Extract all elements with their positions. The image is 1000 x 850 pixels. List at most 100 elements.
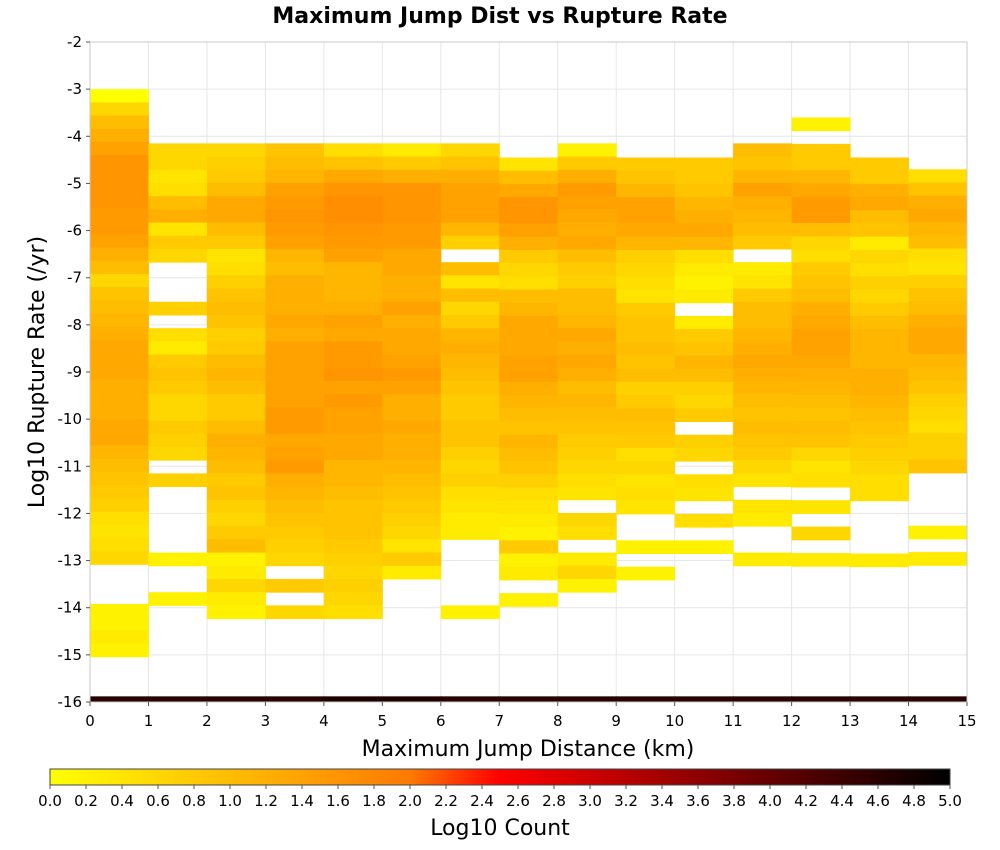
heatmap-cell (791, 381, 851, 396)
heatmap-cell (557, 565, 617, 580)
heatmap-cell (265, 512, 325, 527)
heatmap-cell (908, 261, 968, 276)
colorbar-tick-label: 4.2 (794, 792, 818, 810)
heatmap-cell (674, 329, 734, 343)
heatmap-cell (616, 368, 676, 383)
heatmap-cell (908, 288, 968, 302)
heatmap-cell (90, 141, 149, 156)
heatmap-cell (265, 143, 325, 158)
heatmap-cell (323, 394, 383, 408)
heatmap-cell (90, 115, 149, 130)
heatmap-cell (90, 128, 149, 143)
heatmap-cell (148, 394, 208, 408)
colorbar-tick-label: 5.0 (938, 792, 962, 810)
heatmap-cell (557, 446, 617, 461)
heatmap-cell (265, 262, 325, 276)
heatmap-cell (850, 170, 910, 185)
heatmap-cell (733, 354, 793, 369)
heatmap-cell (908, 525, 968, 540)
heatmap-cell (499, 487, 559, 502)
colorbar-tick-label: 4.8 (902, 792, 926, 810)
heatmap-cell (148, 222, 208, 237)
heatmap-cell (908, 248, 968, 263)
heatmap-cell (908, 552, 968, 566)
heatmap-cell (499, 553, 559, 568)
heatmap-cell (499, 157, 559, 172)
heatmap-cell (90, 181, 149, 196)
heatmap-cell (440, 420, 500, 435)
heatmap-cell (674, 487, 734, 502)
heatmap-cell (440, 143, 500, 158)
heatmap-cell (850, 223, 910, 238)
heatmap-cell (499, 513, 559, 528)
heatmap-cell (733, 288, 793, 303)
heatmap-cell (557, 394, 617, 408)
x-tick-label: 15 (957, 712, 976, 730)
heatmap-cell (206, 288, 266, 303)
heatmap-cell (499, 223, 559, 238)
heatmap-cell (557, 473, 617, 488)
heatmap-cell (382, 565, 442, 580)
colorbar-ticks: 0.0 0.2 0.4 0.6 0.8 1.0 1.2 1.4 1.6 1.8 2.0 2.2 2.4 2… (38, 785, 962, 810)
heatmap-cell (323, 209, 383, 224)
heatmap-cell (499, 434, 559, 449)
heatmap-cell (791, 223, 851, 237)
heatmap-cell (265, 341, 325, 356)
heatmap-cell (557, 288, 617, 303)
heatmap-cell (148, 328, 208, 342)
heatmap-cell (265, 486, 325, 501)
colorbar-tick-label: 1.4 (290, 792, 314, 810)
heatmap-cell (440, 222, 500, 237)
heatmap-cell (265, 275, 325, 290)
heatmap-cell (791, 328, 851, 343)
heatmap-cell (265, 473, 325, 488)
heatmap-cell (908, 393, 968, 408)
heatmap-cell (791, 157, 851, 171)
heatmap-cell (323, 486, 383, 501)
x-tick-label: 12 (782, 712, 801, 730)
heatmap-cell (265, 433, 325, 448)
heatmap-cell (850, 355, 910, 370)
heatmap-cell (206, 169, 266, 184)
heatmap-cell (499, 696, 559, 703)
colorbar-tick-label: 0.6 (146, 792, 170, 810)
heatmap-cell (850, 329, 910, 343)
heatmap-cell (674, 183, 734, 198)
heatmap-cell (791, 368, 851, 382)
heatmap-cell (148, 380, 208, 395)
heatmap-cell (440, 169, 500, 184)
heatmap-cell (791, 355, 851, 369)
heatmap-cell (791, 394, 851, 409)
heatmap-cell (908, 367, 968, 381)
heatmap-cell (733, 222, 793, 237)
heatmap-cell (323, 552, 383, 567)
heatmap-cell (206, 235, 266, 250)
heatmap-cell (791, 553, 851, 567)
heatmap-cell (733, 314, 793, 329)
heatmap-cell (382, 380, 442, 395)
heatmap-cell (557, 328, 617, 342)
heatmap-cell (850, 434, 910, 449)
heatmap-cell (440, 394, 500, 408)
heatmap-cell (323, 539, 383, 554)
colorbar-tick-label: 1.2 (254, 792, 278, 810)
heatmap-cell (499, 447, 559, 462)
heatmap-cell (850, 236, 910, 251)
colorbar-label: Log10 Count (430, 816, 570, 841)
heatmap-cell (206, 433, 266, 448)
heatmap-cell (90, 511, 149, 526)
heatmap-cell (90, 353, 149, 367)
heatmap-cell (850, 210, 910, 224)
heatmap-cell (557, 578, 617, 593)
heatmap-cell (616, 289, 676, 304)
heatmap-cell (499, 183, 559, 198)
heatmap-cell (148, 446, 208, 461)
heatmap-cell (850, 249, 910, 264)
heatmap-cell (440, 235, 500, 250)
heatmap-cell (323, 222, 383, 237)
x-tick-label: 10 (665, 712, 684, 730)
heatmap-cell (148, 169, 208, 184)
y-tick-label: -16 (58, 693, 83, 711)
heatmap-cell (90, 432, 149, 447)
heatmap-cell (850, 289, 910, 304)
